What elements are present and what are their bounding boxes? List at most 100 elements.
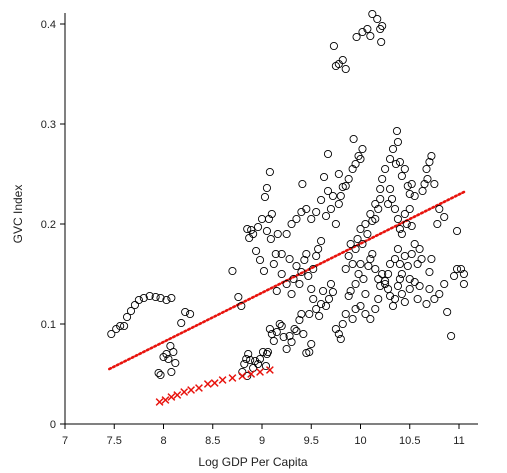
- data-point: [407, 249, 416, 259]
- data-point: [328, 191, 337, 201]
- data-point: [309, 294, 318, 304]
- data-point: [300, 255, 309, 265]
- data-point: [247, 225, 256, 235]
- data-point: [351, 159, 360, 169]
- data-point: [410, 191, 419, 201]
- data-point: [397, 269, 406, 279]
- data-point: [262, 183, 271, 193]
- data-point: [315, 311, 324, 321]
- data-marks: [107, 9, 468, 406]
- data-point: [139, 293, 148, 303]
- data-point: [305, 347, 314, 357]
- data-point: [403, 261, 412, 271]
- data-point: [156, 370, 165, 380]
- data-point: [373, 14, 382, 24]
- data-point: [413, 294, 422, 304]
- data-point: [269, 336, 278, 346]
- data-point: [271, 249, 280, 259]
- y-tick-group: 0 0.1 0.2 0.3 0.4: [41, 19, 65, 431]
- data-point: [400, 297, 409, 307]
- data-point: [427, 151, 436, 161]
- data-point: [123, 312, 132, 322]
- data-point: [425, 267, 434, 277]
- data-point: [181, 307, 190, 317]
- cross-point: [256, 368, 264, 376]
- data-point: [368, 9, 377, 19]
- data-point: [323, 186, 333, 196]
- data-point: [358, 239, 367, 249]
- data-point: [356, 259, 365, 269]
- data-point: [249, 363, 258, 373]
- data-point: [326, 204, 336, 214]
- data-point: [272, 286, 281, 296]
- data-point: [255, 354, 265, 364]
- data-point: [395, 224, 404, 234]
- data-point: [279, 332, 288, 342]
- data-point: [292, 214, 301, 224]
- data-point: [397, 229, 406, 239]
- data-point: [356, 224, 365, 234]
- data-point: [282, 229, 291, 239]
- data-point: [459, 269, 468, 279]
- data-point: [162, 295, 171, 305]
- data-point: [265, 324, 274, 334]
- data-point: [384, 199, 393, 209]
- x-tick-label: 9.5: [304, 435, 319, 447]
- data-point: [116, 321, 125, 331]
- data-point: [376, 281, 385, 291]
- data-point: [275, 319, 284, 329]
- data-point: [418, 186, 427, 196]
- data-point: [317, 236, 326, 246]
- data-point: [145, 291, 154, 301]
- data-point: [356, 154, 365, 164]
- data-point: [405, 189, 414, 199]
- data-point: [334, 199, 343, 209]
- data-point: [295, 279, 304, 289]
- data-point: [324, 294, 334, 304]
- x-tick-label: 10: [354, 435, 366, 447]
- data-point: [277, 249, 286, 259]
- data-point: [415, 244, 424, 254]
- data-point: [395, 259, 404, 269]
- data-point: [341, 181, 350, 191]
- cross-point: [155, 398, 164, 406]
- y-tick-label: 0.3: [41, 119, 56, 131]
- data-point: [422, 164, 431, 174]
- data-point: [272, 327, 281, 337]
- data-point: [326, 279, 336, 289]
- data-point: [352, 32, 361, 42]
- data-point: [334, 169, 343, 179]
- data-point: [359, 274, 368, 284]
- data-point: [130, 300, 139, 310]
- data-point: [407, 179, 416, 189]
- data-point: [346, 239, 355, 249]
- data-point: [366, 254, 375, 264]
- cross-point: [238, 372, 247, 380]
- data-point: [348, 314, 357, 324]
- cross-point: [187, 386, 196, 394]
- data-point: [361, 219, 370, 229]
- data-point: [400, 164, 409, 174]
- y-tick-label: 0.4: [41, 19, 56, 31]
- data-point: [134, 295, 143, 305]
- data-point: [376, 194, 385, 204]
- data-point: [393, 281, 402, 291]
- y-axis-title: GVC Index: [11, 185, 25, 244]
- data-point: [305, 309, 314, 319]
- data-point: [430, 179, 439, 189]
- data-point: [385, 154, 395, 164]
- y-tick-label: 0.1: [41, 319, 56, 331]
- data-point: [422, 299, 431, 309]
- data-point: [334, 329, 343, 339]
- data-point: [266, 234, 275, 244]
- data-point: [277, 321, 286, 331]
- data-point: [341, 64, 350, 74]
- data-point: [254, 222, 263, 232]
- data-point: [378, 21, 387, 31]
- data-point: [290, 324, 299, 334]
- data-point: [262, 349, 271, 359]
- data-point: [435, 289, 444, 299]
- data-point: [390, 204, 400, 214]
- data-point: [243, 224, 252, 234]
- data-point: [391, 159, 401, 169]
